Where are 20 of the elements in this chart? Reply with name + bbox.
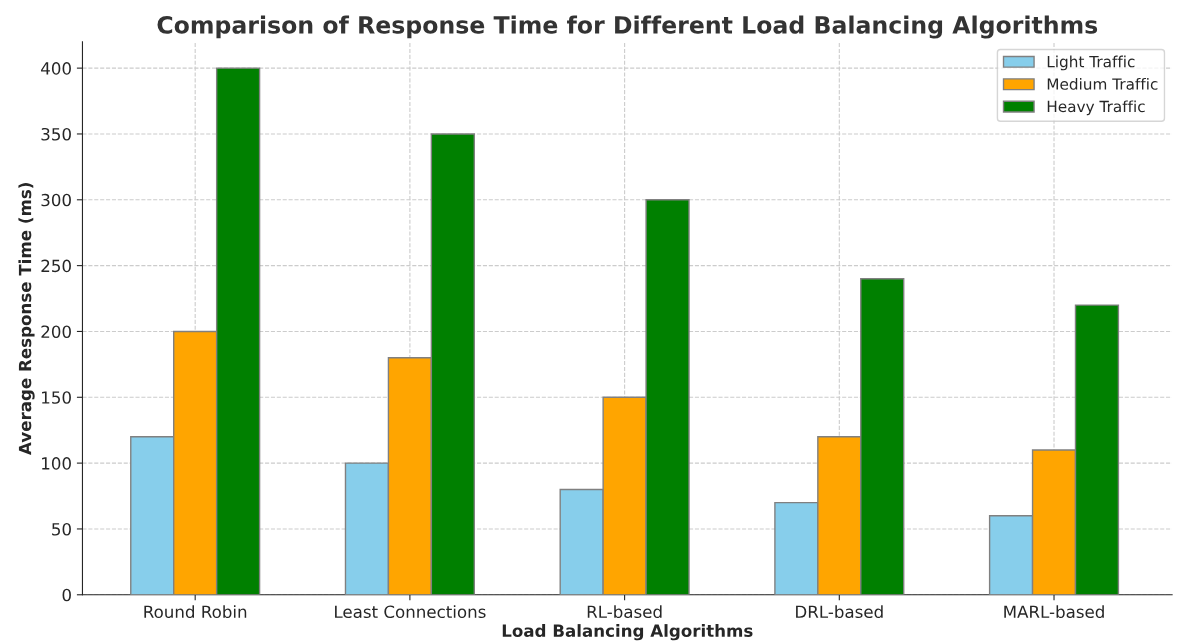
y-tick-label: 50	[52, 522, 71, 536]
x-tick-label: Round Robin	[144, 605, 247, 619]
legend-label: Light Traffic	[1047, 55, 1135, 71]
y-tick-label: 300	[41, 193, 71, 207]
legend-label: Heavy Traffic	[1047, 100, 1145, 116]
y-tick-label: 200	[41, 325, 71, 339]
y-axis-title: Average Response Time (ms)	[18, 183, 35, 455]
y-tick-label: 150	[42, 391, 71, 404]
x-tick-label: DRL-based	[796, 605, 883, 619]
x-axis-title: Load Balancing Algorithms	[502, 624, 753, 641]
x-tick-label: Least Connections	[335, 605, 486, 619]
y-tick-label: 350	[41, 127, 71, 141]
y-tick-label: 400	[41, 62, 71, 75]
x-tick-label: MARL-based	[1004, 605, 1104, 619]
y-tick-label: 0	[62, 588, 71, 602]
chart-title: Comparison of Response Time for Different Load Balancing Algorithms	[157, 15, 1098, 39]
x-tick-label: RL-based	[587, 605, 662, 619]
y-tick-label: 250	[41, 259, 71, 273]
y-tick-label: 100	[42, 457, 71, 470]
legend-label: Medium Traffic	[1047, 77, 1158, 90]
